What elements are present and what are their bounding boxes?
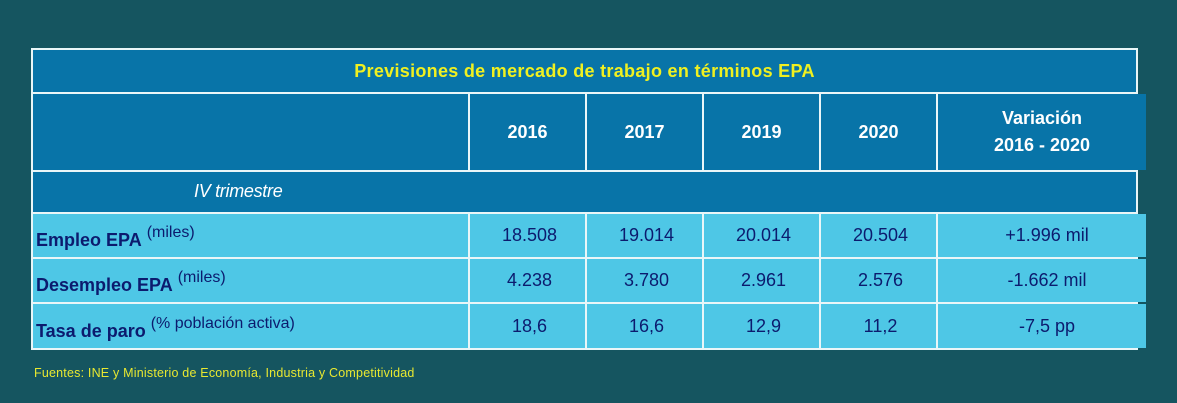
header-variation-line1: Variación xyxy=(1001,108,1083,128)
row-label: Empleo EPA (miles) xyxy=(33,214,468,257)
cell-value: 2.576 xyxy=(821,259,936,302)
cell-value: 11,2 xyxy=(821,304,936,348)
cell-value: 20.014 xyxy=(704,214,819,257)
row-label: Tasa de paro (% población activa) xyxy=(33,304,468,348)
table-header-row: 2016 2017 2019 2020 Variación 2016 - 202… xyxy=(33,94,1146,170)
section-label: IV trimestre xyxy=(194,181,283,201)
row-unit: (% población activa) xyxy=(150,315,295,332)
section-row: IV trimestre xyxy=(33,170,1136,214)
header-year-2019: 2019 xyxy=(704,94,819,170)
header-variation-line2: 2016 - 2020 xyxy=(993,135,1091,155)
row-unit: (miles) xyxy=(177,269,226,286)
source-footnote: Fuentes: INE y Ministerio de Economía, I… xyxy=(34,366,415,380)
header-empty-cell xyxy=(33,94,468,170)
cell-value: 20.504 xyxy=(821,214,936,257)
cell-value: 18.508 xyxy=(470,214,585,257)
row-unit: (miles) xyxy=(146,224,195,241)
cell-value: 4.238 xyxy=(470,259,585,302)
table-row: Tasa de paro (% población activa) 18,6 1… xyxy=(33,304,1146,348)
row-label: Desempleo EPA (miles) xyxy=(33,259,468,302)
cell-value: 19.014 xyxy=(587,214,702,257)
row-label-text: Tasa de paro xyxy=(36,321,146,341)
cell-variation: +1.996 mil xyxy=(938,214,1146,257)
cell-value: 3.780 xyxy=(587,259,702,302)
cell-value: 16,6 xyxy=(587,304,702,348)
table-title: Previsiones de mercado de trabajo en tér… xyxy=(33,50,1136,94)
cell-variation: -1.662 mil xyxy=(938,259,1146,302)
header-variation: Variación 2016 - 2020 xyxy=(938,94,1146,170)
header-year-2017: 2017 xyxy=(587,94,702,170)
forecast-table: Previsiones de mercado de trabajo en tér… xyxy=(31,48,1146,350)
header-year-2016: 2016 xyxy=(470,94,585,170)
cell-value: 12,9 xyxy=(704,304,819,348)
header-year-2020: 2020 xyxy=(821,94,936,170)
row-label-text: Desempleo EPA xyxy=(36,275,173,295)
cell-value: 18,6 xyxy=(470,304,585,348)
cell-value: 2.961 xyxy=(704,259,819,302)
table-row: Empleo EPA (miles) 18.508 19.014 20.014 … xyxy=(33,214,1146,257)
row-label-text: Empleo EPA xyxy=(36,230,142,250)
cell-variation: -7,5 pp xyxy=(938,304,1146,348)
table-body: Empleo EPA (miles) 18.508 19.014 20.014 … xyxy=(33,214,1146,348)
table-row: Desempleo EPA (miles) 4.238 3.780 2.961 … xyxy=(33,259,1146,302)
